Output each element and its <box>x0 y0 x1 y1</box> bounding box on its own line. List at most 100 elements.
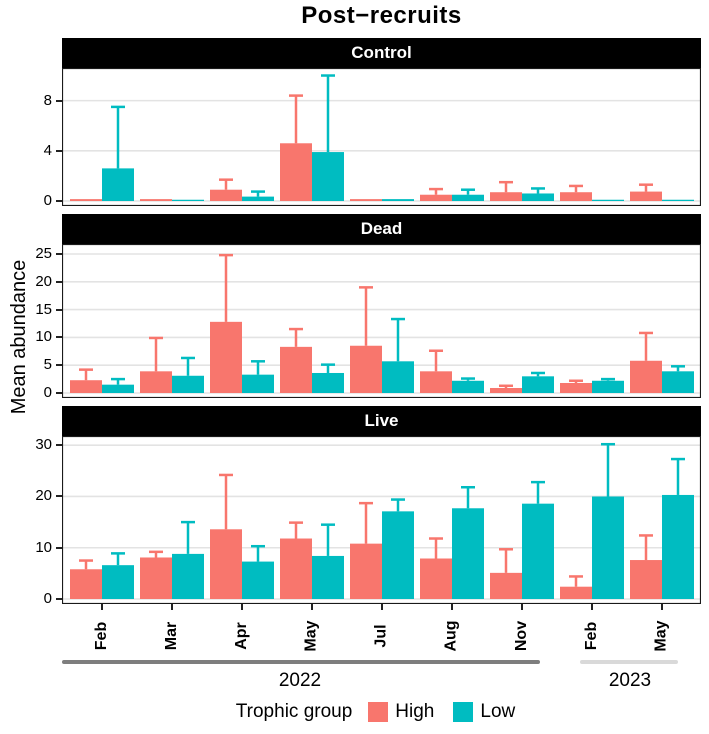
live-plot-area <box>62 436 701 604</box>
dead-jul-low-errorbar <box>391 317 405 362</box>
control-ytick-label-8: 8 <box>43 91 52 109</box>
live-ytick-mark-30 <box>56 444 62 447</box>
control-nov-low-errorbar <box>531 187 545 194</box>
control-apr-low-errorbar <box>251 190 265 197</box>
live-ytick-mark-0 <box>56 598 62 600</box>
dead-nov-low-errorbar <box>531 371 545 377</box>
dead-feb-low-bar <box>592 380 624 393</box>
control-feb-low-bar <box>102 168 134 201</box>
dead-ytick-label-15: 15 <box>35 300 52 318</box>
control-may-high-errorbar <box>639 183 653 192</box>
dead-may-high-errorbar <box>289 327 303 347</box>
dead-feb-high-bar <box>560 382 592 393</box>
facet-strip-control: Control <box>62 38 701 68</box>
x-tick-label-text: Nov <box>512 620 530 652</box>
dead-may-low-bar <box>312 372 344 393</box>
legend-swatch-low <box>453 702 474 722</box>
control-ytick-mark-8 <box>56 99 62 102</box>
live-jul-low-errorbar <box>391 498 405 512</box>
live-jul-high-errorbar <box>359 501 373 544</box>
control-nov-high-errorbar <box>499 180 513 193</box>
live-jul-low-bar <box>382 511 414 599</box>
dead-apr-high-bar <box>210 321 242 393</box>
live-feb-low-errorbar <box>111 552 125 566</box>
xtick-mark-6 <box>521 604 523 610</box>
control-feb-high-bar <box>70 199 102 201</box>
x-tick-label-nov-6: Nov <box>499 612 545 660</box>
dead-ytick-mark-10 <box>56 336 62 339</box>
dead-ytick-label-25: 25 <box>35 245 52 262</box>
dead-ytick-mark-0 <box>56 392 62 394</box>
x-tick-label-text: Apr <box>233 622 250 650</box>
year-line-2023 <box>580 660 678 664</box>
live-apr-low-errorbar <box>251 544 265 562</box>
x-tick-label-text: Jul <box>373 624 390 648</box>
x-tick-label-may-8: May <box>639 612 685 660</box>
x-tick-label-text: Aug <box>442 620 460 652</box>
live-mar-high-errorbar <box>149 550 163 558</box>
legend-title: Trophic group <box>235 701 353 722</box>
dead-nov-high-bar <box>490 387 522 393</box>
x-tick-label-jul-4: Jul <box>359 612 405 660</box>
year-line-2022 <box>62 660 540 664</box>
dead-mar-high-errorbar <box>149 336 163 372</box>
control-mar-low-bar <box>172 199 204 201</box>
chart-title: Post−recruits <box>301 2 462 29</box>
control-aug-low-errorbar <box>461 188 475 195</box>
legend-label-low: Low <box>480 701 516 722</box>
xtick-mark-4 <box>381 604 383 610</box>
dead-may-low-errorbar <box>671 365 685 372</box>
live-may-high-bar <box>280 538 312 599</box>
control-may-low-bar <box>312 152 344 201</box>
dead-jul-high-errorbar <box>359 286 373 346</box>
dead-jul-high-bar <box>350 345 382 393</box>
control-aug-low-bar <box>452 194 484 201</box>
control-jul-low-bar <box>382 199 414 201</box>
live-ytick-label-30: 30 <box>35 436 52 454</box>
live-mar-low-errorbar <box>181 520 195 554</box>
control-feb-low-errorbar <box>111 105 125 169</box>
control-panel-border <box>62 68 701 206</box>
x-tick-label-text: Mar <box>162 621 180 651</box>
dead-nov-low-bar <box>522 376 554 393</box>
dead-feb-high-errorbar <box>569 379 583 383</box>
year-label-2022: 2022 <box>278 670 322 691</box>
dead-ytick-label-20: 20 <box>35 272 52 290</box>
live-ytick-label-0: 0 <box>43 590 52 607</box>
dead-feb-low-errorbar <box>111 377 125 385</box>
control-apr-high-errorbar <box>219 178 233 190</box>
legend: Trophic group High Low <box>62 699 701 725</box>
control-may-high-bar <box>280 143 312 201</box>
dead-apr-low-bar <box>242 374 274 393</box>
dead-ytick-mark-5 <box>56 364 62 367</box>
control-ytick-label-0: 0 <box>43 192 52 209</box>
live-aug-high-bar <box>420 558 452 599</box>
control-may-high-bar <box>630 191 662 201</box>
x-tick-label-feb-0: Feb <box>79 612 125 660</box>
live-ytick-mark-20 <box>56 495 62 498</box>
facet-live: Live 0 10 20 30 <box>0 406 709 607</box>
live-may-low-errorbar <box>671 457 685 495</box>
xtick-mark-0 <box>101 604 103 610</box>
dead-aug-high-bar <box>420 371 452 393</box>
x-tick-label-text: May <box>653 620 670 652</box>
control-may-low-bar <box>662 199 694 201</box>
live-feb-low-errorbar <box>601 442 615 497</box>
live-may-high-bar <box>630 560 662 599</box>
x-tick-label-text: Feb <box>92 621 110 651</box>
legend-label-high: High <box>395 701 435 722</box>
live-may-low-errorbar <box>321 523 335 556</box>
live-may-high-errorbar <box>289 521 303 539</box>
control-aug-high-bar <box>420 194 452 201</box>
x-tick-label-may-3: May <box>289 612 335 660</box>
live-jul-high-bar <box>350 543 382 599</box>
dead-apr-low-errorbar <box>251 360 265 375</box>
xtick-mark-5 <box>451 604 453 610</box>
live-mar-high-bar <box>140 557 172 599</box>
year-label-2023: 2023 <box>608 670 652 691</box>
legend-swatch-high <box>368 702 389 722</box>
dead-apr-high-errorbar <box>219 253 233 322</box>
dead-may-high-bar <box>280 346 312 393</box>
dead-may-low-bar <box>662 371 694 393</box>
